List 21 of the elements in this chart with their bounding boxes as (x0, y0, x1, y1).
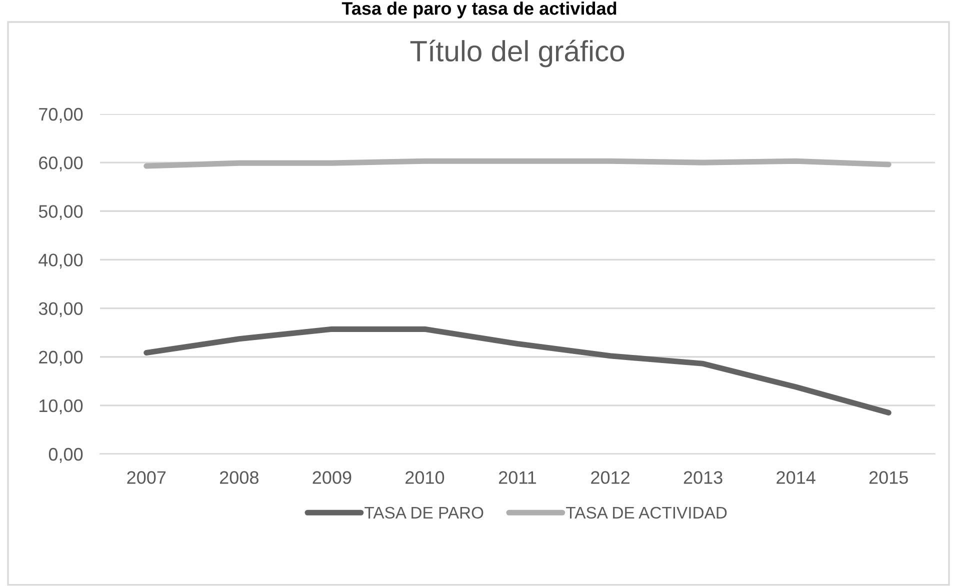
y-tick-label: 0,00 (48, 448, 83, 463)
x-tick-label: 2014 (776, 471, 816, 484)
x-tick-label: 2009 (312, 471, 352, 484)
legend-label: TASA DE ACTIVIDAD (566, 506, 727, 519)
x-tick-label: 2007 (127, 471, 166, 484)
x-tick-label: 2008 (220, 471, 258, 484)
x-tick-label: 2013 (684, 471, 722, 484)
legend-label: TASA DE PARO (364, 506, 484, 519)
y-tick-label: 30,00 (38, 302, 83, 318)
x-tick-label: 2015 (869, 471, 908, 484)
y-tick-label: 70,00 (39, 108, 83, 123)
y-tick-label: 40,00 (38, 254, 83, 269)
x-tick-label: 2011 (498, 471, 536, 484)
chart-title: Título del gráfico (410, 40, 624, 68)
y-tick-label: 20,00 (39, 350, 83, 366)
text: Tasa de paro y tasa de actividad (342, 2, 616, 18)
y-tick-label: 10,00 (40, 399, 83, 414)
y-tick-label: 50,00 (38, 205, 83, 220)
y-tick-label: 60,00 (39, 156, 83, 172)
x-tick-label: 2012 (591, 471, 630, 484)
x-tick-label: 2010 (406, 471, 444, 484)
